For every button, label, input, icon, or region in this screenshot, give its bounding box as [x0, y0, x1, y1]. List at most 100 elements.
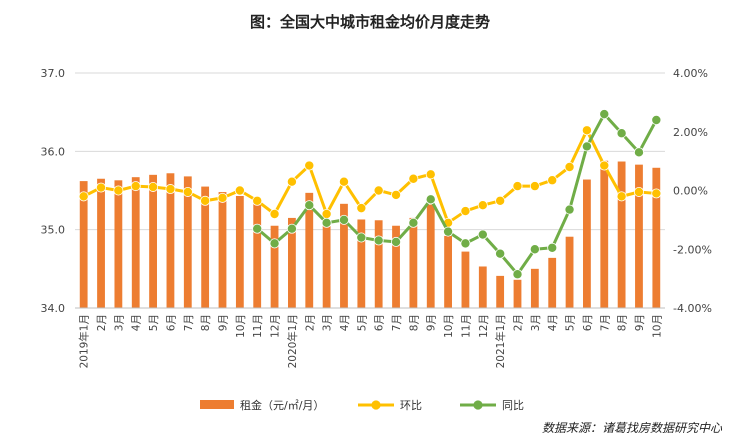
right-tick-label: 2.00%: [673, 126, 708, 139]
right-tick-label: 4.00%: [673, 67, 708, 80]
x-tick-label: 8月: [617, 314, 629, 331]
rent-bar: [340, 203, 348, 308]
left-tick-label: 36.0: [41, 145, 66, 158]
point-mom: [633, 186, 644, 197]
rent-bar: [444, 235, 452, 308]
point-mom: [286, 176, 297, 187]
x-tick-label: 6月: [582, 314, 594, 331]
x-tick-label: 9月: [426, 314, 438, 331]
grid-lines: [75, 72, 665, 309]
point-mom: [651, 188, 662, 199]
legend-swatch-rent: [200, 400, 234, 409]
line-yoy: [256, 112, 658, 276]
rent-bar: [583, 179, 591, 308]
rent-bar: [548, 257, 557, 308]
point-mom: [616, 191, 627, 202]
point-yoy: [304, 200, 315, 211]
x-tick-label: 5月: [148, 314, 160, 331]
point-mom: [148, 181, 159, 192]
point-yoy: [477, 229, 488, 240]
point-yoy: [512, 269, 523, 280]
point-mom: [460, 206, 471, 217]
point-yoy: [651, 115, 662, 126]
point-yoy: [321, 217, 332, 228]
legend: 租金（元/㎡/月） 环比 同比: [200, 398, 524, 412]
point-mom: [391, 189, 402, 200]
line-mom: [82, 128, 657, 225]
point-yoy: [338, 214, 349, 225]
legend-label-mom: 环比: [400, 399, 422, 412]
x-tick-label: 4月: [131, 314, 143, 331]
source-note: 数据来源：诸葛找房数据研究中心: [542, 421, 723, 435]
point-mom: [564, 161, 575, 172]
x-tick-label: 3月: [322, 314, 334, 331]
x-tick-label: 2月: [304, 314, 316, 331]
point-mom: [408, 173, 419, 184]
x-tick-label: 5月: [565, 314, 577, 331]
x-tick-label: 3月: [530, 314, 542, 331]
rent-bar: [357, 219, 366, 308]
x-tick-label: 10月: [443, 314, 455, 338]
left-axis: 34.0 35.0 36.0 37.0: [41, 67, 66, 315]
rent-bar: [617, 161, 626, 308]
legend-marker-mom: [371, 400, 381, 410]
point-mom: [130, 181, 141, 192]
x-tick-label: 11月: [460, 314, 472, 338]
point-mom: [96, 182, 107, 193]
rent-bar: [305, 192, 314, 308]
rent-bar: [270, 225, 279, 308]
point-yoy: [599, 109, 610, 120]
x-tick-label: 4月: [547, 314, 559, 331]
x-tick-label: 9月: [634, 314, 646, 331]
rent-bar: [183, 176, 192, 308]
x-tick-label: 2021年1月: [494, 314, 507, 368]
rent-bar: [131, 177, 140, 308]
point-mom: [529, 181, 540, 192]
point-mom: [356, 203, 367, 214]
x-tick-label: 7月: [391, 314, 403, 331]
x-tick-label: 2020年1月: [286, 314, 299, 368]
rent-bar: [322, 220, 331, 308]
rent-bar: [288, 217, 296, 308]
point-yoy: [425, 194, 436, 205]
point-mom: [182, 186, 193, 197]
point-mom: [252, 195, 263, 206]
rent-bar: [79, 181, 88, 308]
x-tick-label: 2019年1月: [78, 314, 91, 368]
x-tick-label: 12月: [478, 314, 490, 338]
point-mom: [321, 208, 332, 219]
rent-bar: [530, 268, 539, 308]
point-mom: [547, 175, 558, 186]
bar-series-rent: [79, 160, 661, 308]
rent-bar: [496, 275, 505, 308]
rent-bar: [600, 160, 609, 308]
point-mom: [304, 160, 315, 171]
point-yoy: [547, 242, 558, 253]
rent-bar: [201, 186, 210, 308]
left-tick-label: 37.0: [41, 67, 66, 80]
point-mom: [477, 200, 488, 211]
rent-bar: [218, 192, 227, 308]
point-mom: [599, 160, 610, 171]
point-mom: [78, 191, 89, 202]
rent-bar: [114, 180, 123, 308]
point-mom: [217, 192, 228, 203]
point-mom: [338, 176, 349, 187]
point-yoy: [373, 235, 384, 246]
rent-bar: [235, 195, 244, 308]
x-tick-label: 9月: [218, 314, 230, 331]
rent-bar: [565, 236, 574, 308]
point-yoy: [286, 223, 297, 234]
point-mom: [234, 185, 245, 196]
chart-title: 图：全国大中城市租金均价月度走势: [250, 13, 490, 31]
rent-bar: [478, 266, 487, 308]
point-mom: [165, 184, 176, 195]
point-mom: [113, 185, 124, 196]
point-mom: [200, 195, 211, 206]
left-tick-label: 35.0: [41, 224, 66, 237]
x-tick-label: 7月: [599, 314, 611, 331]
right-axis: -4.00% -2.00% 0.00% 2.00% 4.00%: [673, 67, 712, 315]
x-tick-label: 6月: [374, 314, 386, 331]
point-mom: [581, 125, 592, 136]
